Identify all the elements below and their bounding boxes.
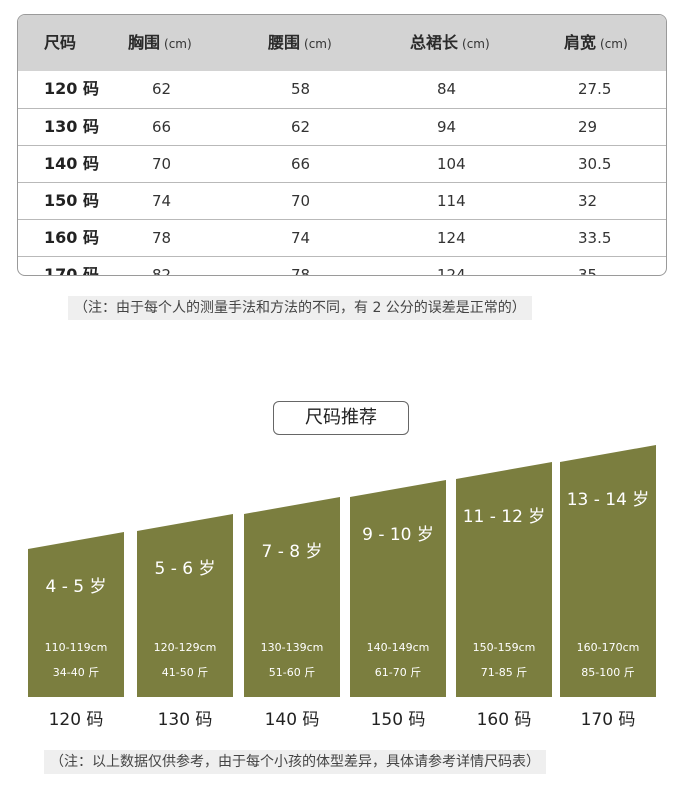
age-range: 5 - 6 岁: [154, 559, 216, 579]
header-shoulder: 肩宽 (cm): [564, 33, 628, 52]
measure-cell: 32: [578, 192, 598, 210]
age-range: 7 - 8 岁: [261, 542, 323, 562]
measure-cell: 58: [291, 80, 311, 98]
measure-cell: 94: [437, 118, 457, 136]
weight-range: 71-85 斤: [480, 666, 528, 679]
size-table: 尺码 胸围 (cm) 腰围 (cm) 总裙长 (cm) 肩宽 (cm) 120 码 62 5…: [17, 14, 667, 276]
table-row: 160 码 78 74 124 33.5: [18, 219, 666, 256]
header-chest: 胸围 (cm): [128, 33, 192, 52]
measure-cell: 104: [437, 155, 466, 173]
table-row: 150 码 74 70 114 32: [18, 182, 666, 219]
measure-cell: 78: [152, 229, 172, 247]
size-label: 140 码: [264, 710, 320, 730]
measure-cell: 30.5: [578, 155, 612, 173]
measure-cell: 27.5: [578, 80, 612, 98]
measure-cell: 35: [578, 266, 598, 276]
recommend-title: 尺码推荐: [273, 401, 409, 435]
table-row: 140 码 70 66 104 30.5: [18, 145, 666, 182]
table-row: 130 码 66 62 94 29: [18, 108, 666, 145]
size-cell: 170 码: [44, 265, 99, 276]
measure-cell: 62: [152, 80, 172, 98]
measure-cell: 29: [578, 118, 598, 136]
measure-cell: 70: [152, 155, 172, 173]
header-waist: 腰围 (cm): [268, 33, 332, 52]
age-range: 4 - 5 岁: [45, 577, 107, 597]
height-range: 140-149cm: [366, 641, 430, 654]
height-range: 120-129cm: [153, 641, 217, 654]
size-label: 160 码: [476, 710, 532, 730]
weight-range: 61-70 斤: [374, 666, 422, 679]
weight-range: 85-100 斤: [581, 666, 635, 679]
table-body: 120 码 62 58 84 27.5 130 码 66 62 94 29 140 码 70 66 104…: [18, 71, 666, 276]
weight-range: 34-40 斤: [52, 666, 100, 679]
recommend-bar: 13 - 14 岁 160-170cm 85-100 斤: [560, 445, 656, 697]
recommend-bar: 7 - 8 岁 130-139cm 51-60 斤: [244, 497, 340, 697]
measure-cell: 74: [291, 229, 311, 247]
size-cell: 130 码: [44, 117, 99, 136]
header-length: 总裙长 (cm): [410, 33, 490, 52]
measure-cell: 78: [291, 266, 311, 276]
measure-cell: 33.5: [578, 229, 612, 247]
size-cell: 160 码: [44, 228, 99, 247]
measure-cell: 84: [437, 80, 457, 98]
table-row: 120 码 62 58 84 27.5: [18, 71, 666, 108]
size-label: 170 码: [580, 710, 636, 730]
measure-cell: 124: [437, 266, 466, 276]
height-range: 130-139cm: [260, 641, 324, 654]
measure-cell: 70: [291, 192, 311, 210]
measure-cell: 62: [291, 118, 311, 136]
table-header: 尺码 胸围 (cm) 腰围 (cm) 总裙长 (cm) 肩宽 (cm): [18, 15, 666, 71]
reference-note: （注：以上数据仅供参考，由于每个小孩的体型差异，具体请参考详情尺码表）: [44, 750, 546, 774]
age-range: 9 - 10 岁: [362, 525, 434, 545]
recommend-bar: 9 - 10 岁 140-149cm 61-70 斤: [350, 480, 446, 697]
size-cell: 150 码: [44, 191, 99, 210]
measure-cell: 66: [291, 155, 311, 173]
size-cell: 120 码: [44, 79, 99, 98]
height-range: 150-159cm: [472, 641, 536, 654]
size-label: 120 码: [48, 710, 104, 730]
weight-range: 41-50 斤: [161, 666, 209, 679]
recommend-bar: 5 - 6 岁 120-129cm 41-50 斤: [137, 514, 233, 697]
measure-cell: 66: [152, 118, 172, 136]
height-range: 110-119cm: [44, 641, 108, 654]
age-range: 13 - 14 岁: [566, 490, 650, 510]
header-size: 尺码: [44, 33, 77, 52]
recommend-bar: 11 - 12 岁 150-159cm 71-85 斤: [456, 462, 552, 697]
weight-range: 51-60 斤: [268, 666, 316, 679]
age-range: 11 - 12 岁: [462, 507, 546, 527]
size-cell: 140 码: [44, 154, 99, 173]
measure-cell: 124: [437, 229, 466, 247]
height-range: 160-170cm: [576, 641, 640, 654]
measure-cell: 74: [152, 192, 172, 210]
measure-note: （注：由于每个人的测量手法和方法的不同，有 2 公分的误差是正常的）: [68, 296, 532, 320]
size-label: 130 码: [157, 710, 213, 730]
measure-cell: 82: [152, 266, 172, 276]
recommend-bar: 4 - 5 岁 110-119cm 34-40 斤: [28, 532, 124, 697]
table-row: 170 码 82 78 124 35: [18, 256, 666, 276]
size-label: 150 码: [370, 710, 426, 730]
measure-cell: 114: [437, 192, 466, 210]
